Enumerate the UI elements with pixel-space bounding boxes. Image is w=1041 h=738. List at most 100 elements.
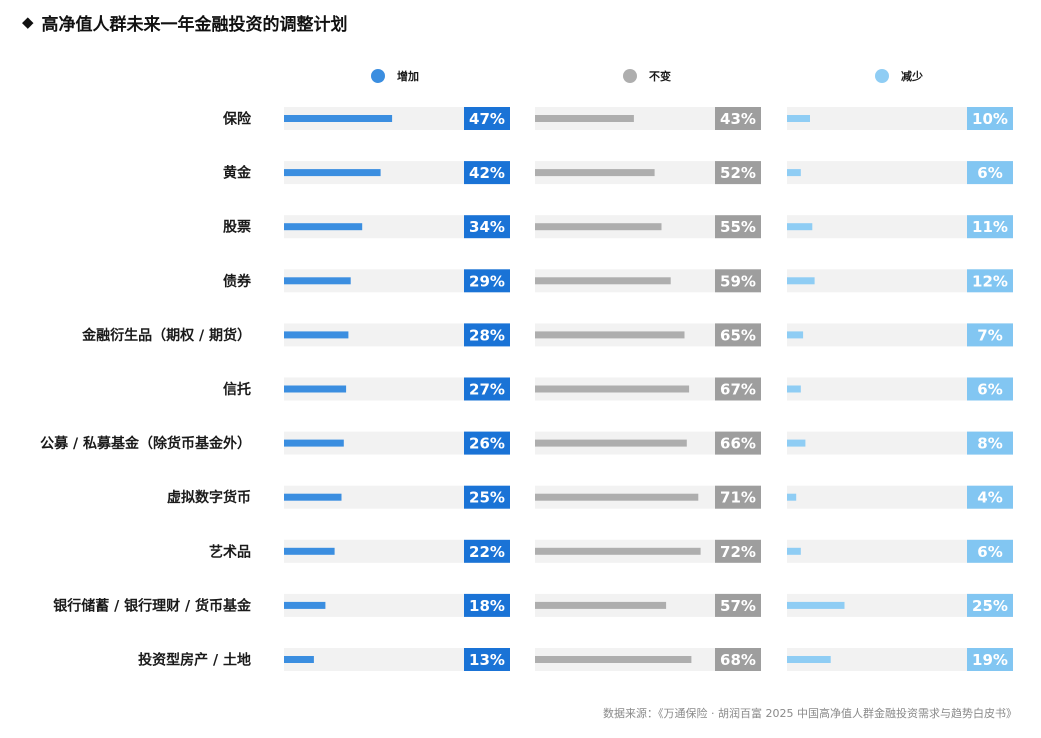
- bar-1: [535, 547, 701, 555]
- value-label-box: [715, 539, 761, 563]
- category-label: 金融衍生品（期权 / 期货）: [81, 327, 251, 344]
- bar-0: [284, 656, 314, 663]
- value-label-box: [715, 431, 761, 455]
- category-label: 保险: [222, 111, 252, 128]
- bar-2: [787, 277, 815, 285]
- chart-title: ◆ 高净值人群未来一年金融投资的调整计划: [22, 8, 348, 36]
- value-label: 52%: [720, 164, 756, 182]
- value-label: 4%: [977, 489, 1002, 507]
- value-label: 28%: [469, 326, 505, 344]
- bar-track: [787, 431, 1013, 455]
- bar-2: [787, 601, 845, 609]
- bar-0: [284, 601, 326, 609]
- value-label-box: [464, 323, 510, 347]
- bar-2: [787, 223, 813, 231]
- legend-label-1: 不变: [649, 69, 671, 83]
- value-label-box: [967, 161, 1013, 185]
- bar-1: [535, 223, 662, 231]
- value-label: 18%: [469, 597, 505, 615]
- value-label: 29%: [469, 272, 505, 290]
- value-label: 55%: [720, 218, 756, 236]
- bar-track: [787, 215, 1013, 239]
- bar-1: [535, 439, 687, 447]
- bar-0: [284, 547, 335, 555]
- bar-2: [787, 169, 801, 177]
- category-label: 艺术品: [209, 543, 251, 560]
- value-label: 22%: [469, 543, 505, 561]
- legend-label-0: 增加: [397, 69, 419, 83]
- value-label-box: [464, 161, 510, 185]
- value-label-box: [715, 593, 761, 617]
- value-label: 26%: [469, 435, 505, 453]
- value-label: 8%: [977, 435, 1002, 453]
- value-label-box: [715, 648, 761, 671]
- value-label-box: [967, 215, 1013, 239]
- value-label-box: [464, 485, 510, 509]
- bar-track: [284, 161, 510, 185]
- value-label: 19%: [972, 651, 1008, 669]
- value-label: 13%: [469, 651, 505, 669]
- value-label: 34%: [469, 218, 505, 236]
- bar-2: [787, 656, 831, 663]
- bar-2: [787, 439, 806, 447]
- bar-1: [535, 115, 634, 122]
- category-label: 虚拟数字货币: [167, 489, 251, 506]
- bar-2: [787, 385, 801, 393]
- value-label-box: [967, 269, 1013, 293]
- diamond-icon: ◆: [22, 13, 34, 31]
- value-label-box: [464, 269, 510, 293]
- value-label-box: [967, 377, 1013, 401]
- value-label-box: [715, 377, 761, 401]
- bar-track: [787, 593, 1013, 617]
- bar-1: [535, 169, 655, 177]
- bar-track: [787, 323, 1013, 347]
- legend-swatch-2: [875, 69, 889, 83]
- legend-swatch-0: [371, 69, 385, 83]
- value-label: 25%: [972, 597, 1008, 615]
- bar-0: [284, 223, 363, 231]
- legend-swatch-1: [623, 69, 637, 83]
- value-label-box: [715, 107, 761, 130]
- bar-track: [284, 539, 510, 563]
- bar-track: [284, 323, 510, 347]
- data-source-note: 数据来源：《万通保险 · 胡润百富 2025 中国高净值人群金融投资需求与趋势白…: [603, 707, 1017, 720]
- bar-1: [535, 331, 685, 339]
- category-label: 信托: [223, 381, 251, 398]
- value-label: 27%: [469, 381, 505, 399]
- value-label: 67%: [720, 381, 756, 399]
- value-label: 11%: [972, 218, 1008, 236]
- value-label-box: [967, 107, 1013, 130]
- value-label-box: [464, 539, 510, 563]
- value-label-box: [715, 215, 761, 239]
- bar-track: [787, 485, 1013, 509]
- category-label: 黄金: [223, 165, 252, 182]
- bar-0: [284, 385, 347, 393]
- value-label: 71%: [720, 489, 756, 507]
- value-label: 6%: [977, 381, 1002, 399]
- value-label-box: [464, 431, 510, 455]
- bar-track: [787, 648, 1013, 671]
- value-label: 68%: [720, 651, 756, 669]
- value-label: 7%: [977, 326, 1002, 344]
- bar-track: [787, 269, 1013, 293]
- bar-0: [284, 331, 349, 339]
- bar-track: [284, 215, 510, 239]
- value-label: 65%: [720, 326, 756, 344]
- value-label-box: [967, 485, 1013, 509]
- value-label: 66%: [720, 435, 756, 453]
- bar-track: [284, 269, 510, 293]
- bar-2: [787, 493, 797, 501]
- bar-1: [535, 601, 667, 609]
- bar-2: [787, 115, 810, 122]
- value-label: 59%: [720, 272, 756, 290]
- bar-track: [787, 539, 1013, 563]
- value-label: 10%: [972, 110, 1008, 128]
- value-label: 72%: [720, 543, 756, 561]
- bar-0: [284, 493, 342, 501]
- bar-1: [535, 385, 690, 393]
- bar-1: [535, 493, 699, 501]
- value-label: 47%: [469, 110, 505, 128]
- value-label-box: [715, 485, 761, 509]
- bar-2: [787, 331, 804, 339]
